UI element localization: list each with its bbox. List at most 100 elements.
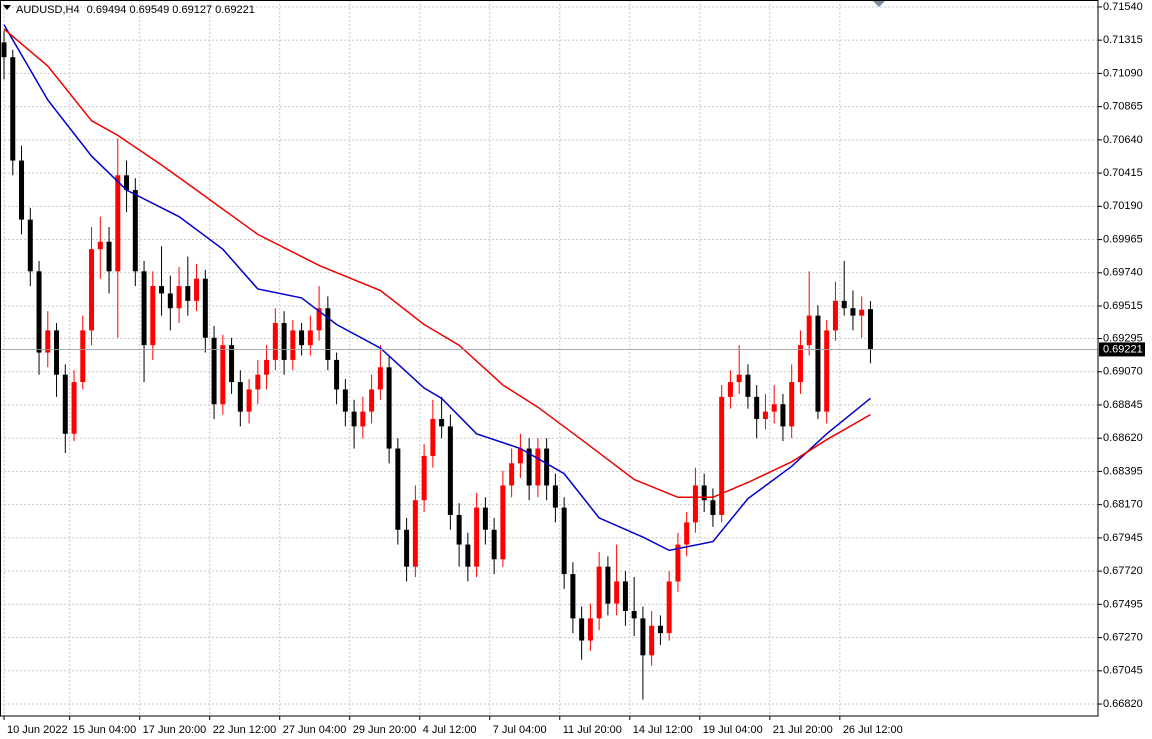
y-tick-label: 0.68845: [1103, 399, 1143, 411]
candle-body: [97, 241, 103, 250]
candle-body: [579, 618, 585, 641]
y-tick-label: 0.70865: [1103, 101, 1143, 113]
x-tick-label: 29 Jun 20:00: [353, 724, 417, 736]
x-tick-label: 22 Jun 12:00: [213, 724, 277, 736]
candle-body: [684, 522, 690, 545]
candle-body: [500, 485, 506, 560]
candle-body: [1, 42, 7, 58]
candle-body: [727, 382, 733, 397]
candle-body: [596, 566, 602, 619]
candle-body: [89, 249, 95, 331]
candle-body: [605, 566, 611, 604]
x-tick-label: 21 Jul 20:00: [773, 724, 833, 736]
x-tick-label: 26 Jul 12:00: [843, 724, 903, 736]
candle-body: [71, 382, 77, 434]
candle-body: [675, 544, 681, 582]
candle-body: [150, 286, 156, 346]
candle-body: [745, 374, 751, 397]
candle-body: [780, 404, 786, 427]
candle-body: [517, 448, 523, 464]
candle-body: [824, 330, 830, 412]
candle-body: [640, 618, 646, 656]
x-tick-label: 19 Jul 04:00: [703, 724, 763, 736]
candle-body: [132, 190, 138, 272]
candle-body: [115, 175, 121, 272]
candle-body: [692, 485, 698, 523]
candle-body: [325, 308, 331, 360]
y-tick-label: 0.67495: [1103, 598, 1143, 610]
candle-body: [159, 286, 165, 294]
candle-body: [45, 330, 51, 353]
y-tick-label: 0.67945: [1103, 532, 1143, 544]
x-tick-label: 15 Jun 04:00: [73, 724, 137, 736]
candle-body: [316, 308, 322, 331]
candle-body: [797, 345, 803, 383]
shift-marker[interactable]: [873, 1, 885, 7]
candle-body: [666, 581, 672, 634]
candle-body: [867, 309, 873, 350]
candle-body: [194, 278, 200, 301]
candle-body: [762, 411, 768, 419]
candle-body: [614, 581, 620, 604]
y-tick-label: 0.68170: [1103, 499, 1143, 511]
candle-body: [281, 322, 287, 360]
y-tick-label: 0.68395: [1103, 465, 1143, 477]
y-tick-label: 0.68620: [1103, 432, 1143, 444]
candle-body: [62, 374, 68, 434]
candle-body: [377, 367, 383, 390]
candle-body: [570, 574, 576, 619]
candle-body: [710, 500, 716, 515]
x-tick-label: 14 Jul 12:00: [633, 724, 693, 736]
candle-body: [544, 448, 550, 486]
candle-body: [587, 618, 593, 641]
candle-body: [290, 330, 296, 360]
candle-body: [229, 345, 235, 383]
header-low: 0.69127: [172, 4, 212, 16]
candle-body: [631, 610, 637, 619]
candle-body: [526, 448, 532, 486]
candle-body: [237, 382, 243, 412]
candle-body: [832, 300, 838, 331]
y-tick-label: 0.69965: [1103, 233, 1143, 245]
y-tick-label: 0.69070: [1103, 366, 1143, 378]
candle-body: [54, 330, 60, 375]
candle-body: [185, 286, 191, 301]
x-tick-label: 7 Jul 04:00: [493, 724, 547, 736]
candle-body: [771, 404, 777, 412]
candle-body: [535, 448, 541, 486]
candle-body: [482, 507, 488, 530]
candle-body: [736, 374, 742, 383]
y-tick-label: 0.71540: [1103, 1, 1143, 13]
candle-body: [334, 359, 340, 390]
y-tick-label: 0.71090: [1103, 67, 1143, 79]
collapse-arrow[interactable]: [3, 5, 11, 10]
header: AUDUSD,H4 0.69494 0.69549 0.69127 0.6922…: [16, 4, 255, 16]
y-tick-label: 0.69295: [1103, 332, 1143, 344]
candle-body: [220, 345, 226, 405]
x-tick-label: 27 Jun 04:00: [283, 724, 347, 736]
candle-body: [307, 330, 313, 346]
candle-body: [246, 389, 252, 412]
candle-body: [124, 175, 130, 191]
candle-body: [430, 418, 436, 456]
candle-body: [465, 544, 471, 567]
candle-body: [386, 367, 392, 449]
candle-body: [27, 219, 33, 272]
candle-body: [509, 463, 515, 486]
candle-body: [167, 293, 173, 309]
y-tick-label: 0.70190: [1103, 200, 1143, 212]
candle-body: [649, 625, 655, 656]
candle-body: [404, 529, 410, 567]
candle-body: [19, 160, 25, 220]
candle-body: [351, 411, 357, 427]
candle-body: [622, 581, 628, 611]
candle-body: [264, 359, 270, 375]
candle-body: [421, 455, 427, 501]
marks-layer: [0, 24, 1098, 700]
candle-body: [395, 448, 401, 530]
candle-body: [202, 278, 208, 338]
candle-body: [80, 330, 86, 383]
x-tick-label: 11 Jul 20:00: [563, 724, 622, 736]
